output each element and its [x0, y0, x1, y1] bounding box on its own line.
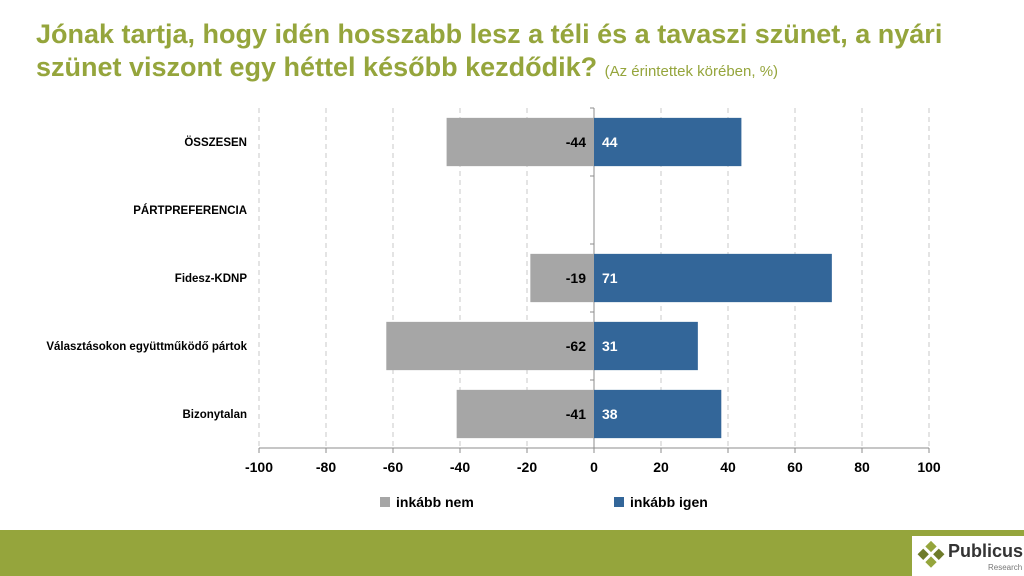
x-tick-label: -100 — [245, 459, 273, 475]
category-label: Bizonytalan — [182, 409, 247, 421]
logo-diamond-icon — [917, 540, 945, 568]
chart-title: Jónak tartja, hogy idén hosszabb lesz a … — [36, 18, 996, 88]
x-tick-label: 100 — [917, 459, 941, 475]
category-label: ÖSSZESEN — [184, 136, 247, 149]
data-label: -41 — [566, 406, 586, 422]
x-tick-label: -60 — [383, 459, 403, 475]
data-label: -62 — [566, 338, 586, 354]
legend-label: inkább igen — [630, 494, 708, 510]
category-label: Fidesz-KDNP — [175, 273, 248, 285]
legend-label: inkább nem — [396, 494, 474, 510]
data-label: 71 — [602, 270, 618, 286]
x-tick-label: -80 — [316, 459, 336, 475]
bar-inkabb-igen — [594, 389, 722, 439]
legend-swatch — [614, 497, 624, 507]
chart-title-sub: (Az érintettek körében, %) — [604, 63, 779, 80]
chart-title-main: Jónak tartja, hogy idén hosszabb lesz a … — [36, 19, 943, 82]
legend-swatch — [380, 497, 390, 507]
category-label: PÁRTPREFERENCIA — [133, 204, 247, 217]
data-label: 44 — [602, 134, 618, 150]
bar-inkabb-igen — [594, 117, 742, 167]
footer-bar — [0, 530, 1024, 576]
bar-inkabb-igen — [594, 253, 832, 303]
data-label: -19 — [566, 270, 586, 286]
x-tick-label: 60 — [787, 459, 803, 475]
bar-inkabb-nem — [386, 321, 594, 371]
data-label: 38 — [602, 406, 618, 422]
publicus-logo: Publicus Research — [912, 536, 1024, 576]
x-tick-label: 40 — [720, 459, 736, 475]
logo-tagline: Research — [988, 563, 1023, 572]
category-label: Választásokon együttműködő pártok — [46, 341, 247, 353]
x-tick-label: 20 — [653, 459, 669, 475]
bar-inkabb-nem — [530, 253, 594, 303]
data-label: 31 — [602, 338, 618, 354]
logo-name: Publicus — [948, 541, 1024, 561]
x-tick-label: 0 — [590, 459, 598, 475]
chart-area: -100 -80 -60 -40 -20 0 20 40 60 80 100 ÖSSZESEN PÁRT… — [46, 107, 941, 510]
x-tick-label: -40 — [450, 459, 470, 475]
x-tick-label: 80 — [854, 459, 870, 475]
x-tick-label: -20 — [517, 459, 537, 475]
bar-inkabb-nem — [446, 117, 594, 167]
bar-inkabb-nem — [456, 389, 594, 439]
bar-inkabb-igen — [594, 321, 698, 371]
data-label: -44 — [566, 134, 586, 150]
